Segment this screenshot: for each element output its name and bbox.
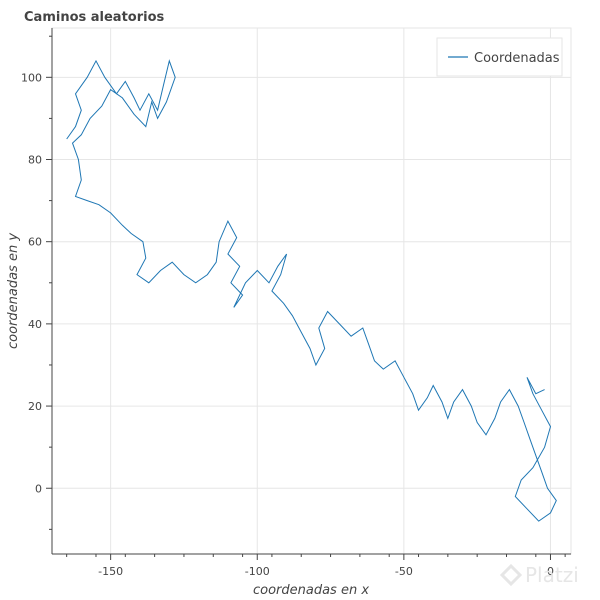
series-line-coordenadas xyxy=(66,59,557,522)
y-tick-label: 40 xyxy=(28,318,42,331)
y-tick-label: 20 xyxy=(28,400,42,413)
y-tick-label: 80 xyxy=(28,154,42,167)
platzi-logo-icon xyxy=(499,563,523,587)
legend-label: Coordenadas xyxy=(474,51,560,66)
legend: Coordenadas xyxy=(436,37,563,77)
x-tick-label: -100 xyxy=(245,565,270,578)
x-tick-label: -50 xyxy=(395,565,413,578)
y-tick-label: 0 xyxy=(35,482,42,495)
y-axis-ticks: 0 20 40 60 80 100 xyxy=(21,35,52,530)
platzi-logo: Platzi xyxy=(499,563,579,587)
y-axis-label: coordenadas en y xyxy=(6,233,21,349)
x-axis-label: coordenadas en x xyxy=(253,583,369,598)
x-tick-label: -150 xyxy=(98,565,123,578)
chart-title: Caminos aleatorios xyxy=(24,10,165,25)
x-axis-ticks: -150 -100 -50 0 xyxy=(66,554,566,578)
y-tick-label: 100 xyxy=(21,71,42,84)
y-tick-label: 60 xyxy=(28,236,42,249)
x-tick-label: 0 xyxy=(547,565,554,578)
platzi-watermark: Platzi xyxy=(525,563,579,587)
grid xyxy=(52,28,571,554)
series-layer xyxy=(66,59,557,522)
